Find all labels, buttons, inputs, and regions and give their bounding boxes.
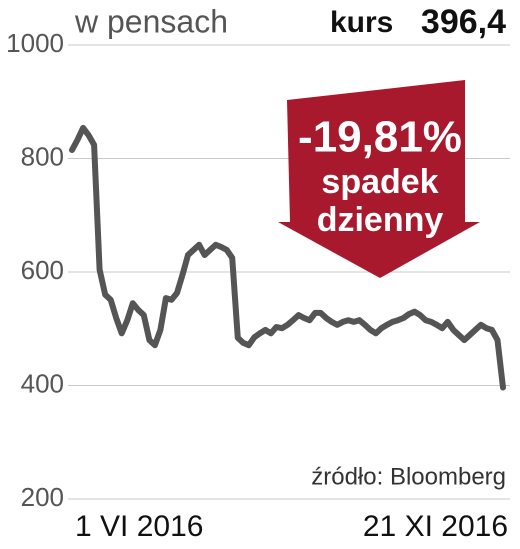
y-tick-label: 400 — [21, 368, 64, 398]
annotation-line: spadek — [321, 163, 438, 201]
annotation-change: -19,81% — [298, 113, 462, 162]
price-label: kurs — [330, 6, 393, 39]
y-tick-label: 200 — [21, 482, 64, 512]
y-tick-label: 600 — [21, 255, 64, 285]
annotation-line: dzienny — [317, 201, 444, 239]
x-tick-label: 1 VI 2016 — [75, 510, 203, 543]
source: źródło: Bloomberg — [311, 463, 506, 490]
y-tick-label: 800 — [21, 141, 64, 171]
price-line — [69, 124, 506, 391]
y-tick-label: 1000 — [6, 28, 64, 58]
annotation-arrow — [278, 80, 480, 278]
unit-label: w pensach — [74, 3, 228, 39]
x-tick-label: 21 XI 2016 — [363, 510, 508, 543]
price-value: 396,4 — [421, 3, 506, 41]
